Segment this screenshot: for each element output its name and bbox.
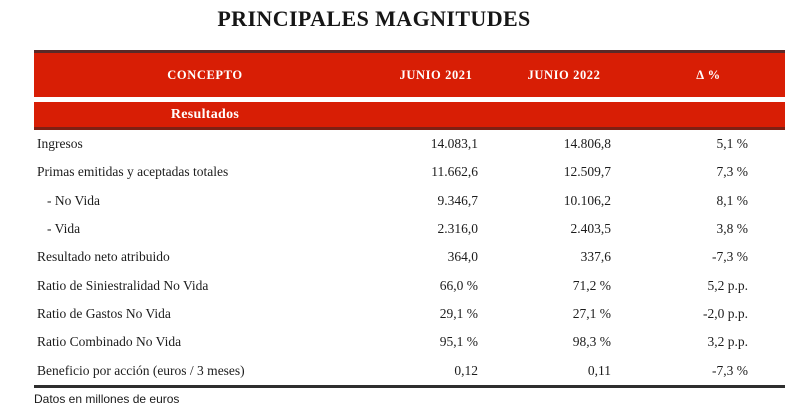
- row-junio-2021: 66,0 %: [439, 277, 478, 293]
- row-concepto: Ratio de Gastos No Vida: [37, 305, 171, 321]
- row-junio-2021: 14.083,1: [430, 136, 478, 152]
- table-footnote: Datos en millones de euros: [34, 391, 180, 406]
- table-row: Beneficio por acción (euros / 3 meses) 0,…: [34, 356, 785, 384]
- row-junio-2022: 98,3 %: [572, 334, 611, 350]
- header-gap: [34, 97, 785, 102]
- table-row: - No Vida 9.346,7 10.106,2 8,1 %: [34, 187, 785, 215]
- row-delta: -7,3 %: [712, 249, 748, 265]
- magnitudes-table: CONCEPTO JUNIO 2021 JUNIO 2022 Δ % Resul…: [34, 50, 785, 406]
- row-junio-2022: 27,1 %: [572, 305, 611, 321]
- row-delta: 5,1 %: [716, 136, 749, 152]
- row-junio-2022: 71,2 %: [572, 277, 611, 293]
- column-header-delta-pct: Δ %: [696, 67, 721, 82]
- row-junio-2021: 11.662,6: [431, 164, 478, 180]
- row-delta: 5,2 p.p.: [707, 277, 749, 293]
- row-concepto: Beneficio por acción (euros / 3 meses): [37, 362, 245, 378]
- table-row: Resultado neto atribuido 364,0 337,6 -7,3 %: [34, 243, 785, 271]
- row-concepto: - Vida: [47, 221, 81, 237]
- page-title: PRINCIPALES MAGNITUDES: [217, 6, 531, 31]
- row-junio-2022: 14.806,8: [563, 136, 611, 152]
- section-bar-resultados: Resultados: [34, 102, 785, 130]
- row-junio-2022: 0,11: [587, 362, 611, 378]
- row-delta: -2,0 p.p.: [703, 305, 748, 321]
- row-junio-2021: 95,1 %: [439, 334, 478, 350]
- row-delta: -7,3 %: [712, 362, 748, 378]
- row-concepto: Resultado neto atribuido: [37, 249, 170, 265]
- row-junio-2022: 2.403,5: [570, 221, 612, 237]
- row-concepto: Ratio de Siniestralidad No Vida: [37, 277, 209, 293]
- row-delta: 3,2 p.p.: [707, 334, 749, 350]
- row-delta: 7,3 %: [716, 164, 749, 180]
- table-row: - Vida 2.316,0 2.403,5 3,8 %: [34, 215, 785, 243]
- column-header-concepto: CONCEPTO: [167, 67, 243, 82]
- table-row: Ratio Combinado No Vida 95,1 % 98,3 % 3,2 p…: [34, 328, 785, 356]
- table-row: Ratio de Siniestralidad No Vida 66,0 % 71,…: [34, 271, 785, 299]
- column-header-junio-2022: JUNIO 2022: [527, 67, 601, 82]
- row-junio-2021: 0,12: [454, 362, 478, 378]
- section-label: Resultados: [170, 106, 240, 122]
- column-header-junio-2021: JUNIO 2021: [399, 67, 473, 82]
- row-delta: 3,8 %: [716, 221, 749, 237]
- row-concepto: - No Vida: [47, 192, 100, 208]
- row-junio-2021: 364,0: [447, 249, 478, 265]
- table-header-row: CONCEPTO JUNIO 2021 JUNIO 2022 Δ %: [34, 50, 785, 97]
- row-concepto: Ingresos: [37, 136, 83, 152]
- row-concepto: Primas emitidas y aceptadas totales: [37, 164, 229, 180]
- row-junio-2021: 9.346,7: [437, 192, 479, 208]
- row-junio-2022: 337,6: [580, 249, 611, 265]
- table-row: Ratio de Gastos No Vida 29,1 % 27,1 % -2,0 …: [34, 300, 785, 328]
- table-row: Primas emitidas y aceptadas totales 11.66…: [34, 158, 785, 186]
- row-concepto: Ratio Combinado No Vida: [37, 334, 182, 350]
- row-junio-2022: 12.509,7: [563, 164, 611, 180]
- row-delta: 8,1 %: [716, 192, 749, 208]
- row-junio-2022: 10.106,2: [563, 192, 611, 208]
- table-body: Ingresos 14.083,1 14.806,8 5,1 % Primas emit…: [34, 130, 785, 388]
- row-junio-2021: 2.316,0: [437, 221, 479, 237]
- table-row: Ingresos 14.083,1 14.806,8 5,1 %: [34, 130, 785, 158]
- row-junio-2021: 29,1 %: [439, 305, 478, 321]
